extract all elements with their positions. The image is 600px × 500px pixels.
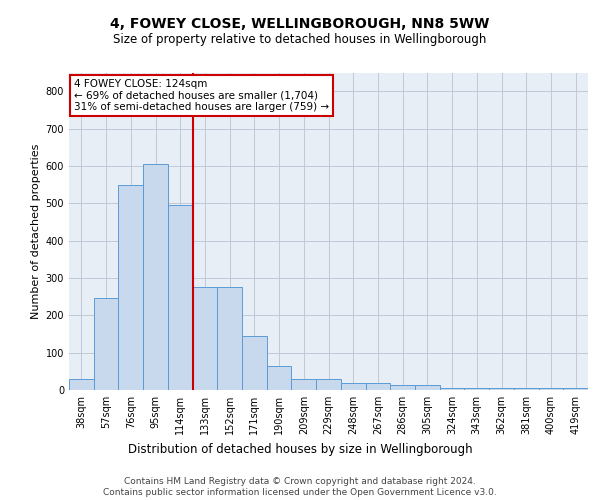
Bar xyxy=(69,379,94,390)
Bar xyxy=(341,384,365,390)
Bar xyxy=(193,286,217,390)
Bar xyxy=(242,336,267,390)
Text: 4 FOWEY CLOSE: 124sqm
← 69% of detached houses are smaller (1,704)
31% of semi-d: 4 FOWEY CLOSE: 124sqm ← 69% of detached … xyxy=(74,79,329,112)
Bar xyxy=(316,379,341,390)
Bar xyxy=(563,388,588,390)
Text: Contains HM Land Registry data © Crown copyright and database right 2024.
Contai: Contains HM Land Registry data © Crown c… xyxy=(103,478,497,497)
Bar xyxy=(118,185,143,390)
Text: Size of property relative to detached houses in Wellingborough: Size of property relative to detached ho… xyxy=(113,32,487,46)
Text: 4, FOWEY CLOSE, WELLINGBOROUGH, NN8 5WW: 4, FOWEY CLOSE, WELLINGBOROUGH, NN8 5WW xyxy=(110,18,490,32)
Bar xyxy=(489,388,514,390)
Bar xyxy=(415,385,440,390)
Bar xyxy=(217,286,242,390)
Bar xyxy=(143,164,168,390)
Bar xyxy=(514,388,539,390)
Bar xyxy=(267,366,292,390)
Bar xyxy=(168,205,193,390)
Bar xyxy=(94,298,118,390)
Bar xyxy=(464,388,489,390)
Bar xyxy=(539,388,563,390)
Bar xyxy=(440,388,464,390)
Bar xyxy=(292,379,316,390)
Y-axis label: Number of detached properties: Number of detached properties xyxy=(31,144,41,319)
Text: Distribution of detached houses by size in Wellingborough: Distribution of detached houses by size … xyxy=(128,442,472,456)
Bar xyxy=(390,385,415,390)
Bar xyxy=(365,384,390,390)
